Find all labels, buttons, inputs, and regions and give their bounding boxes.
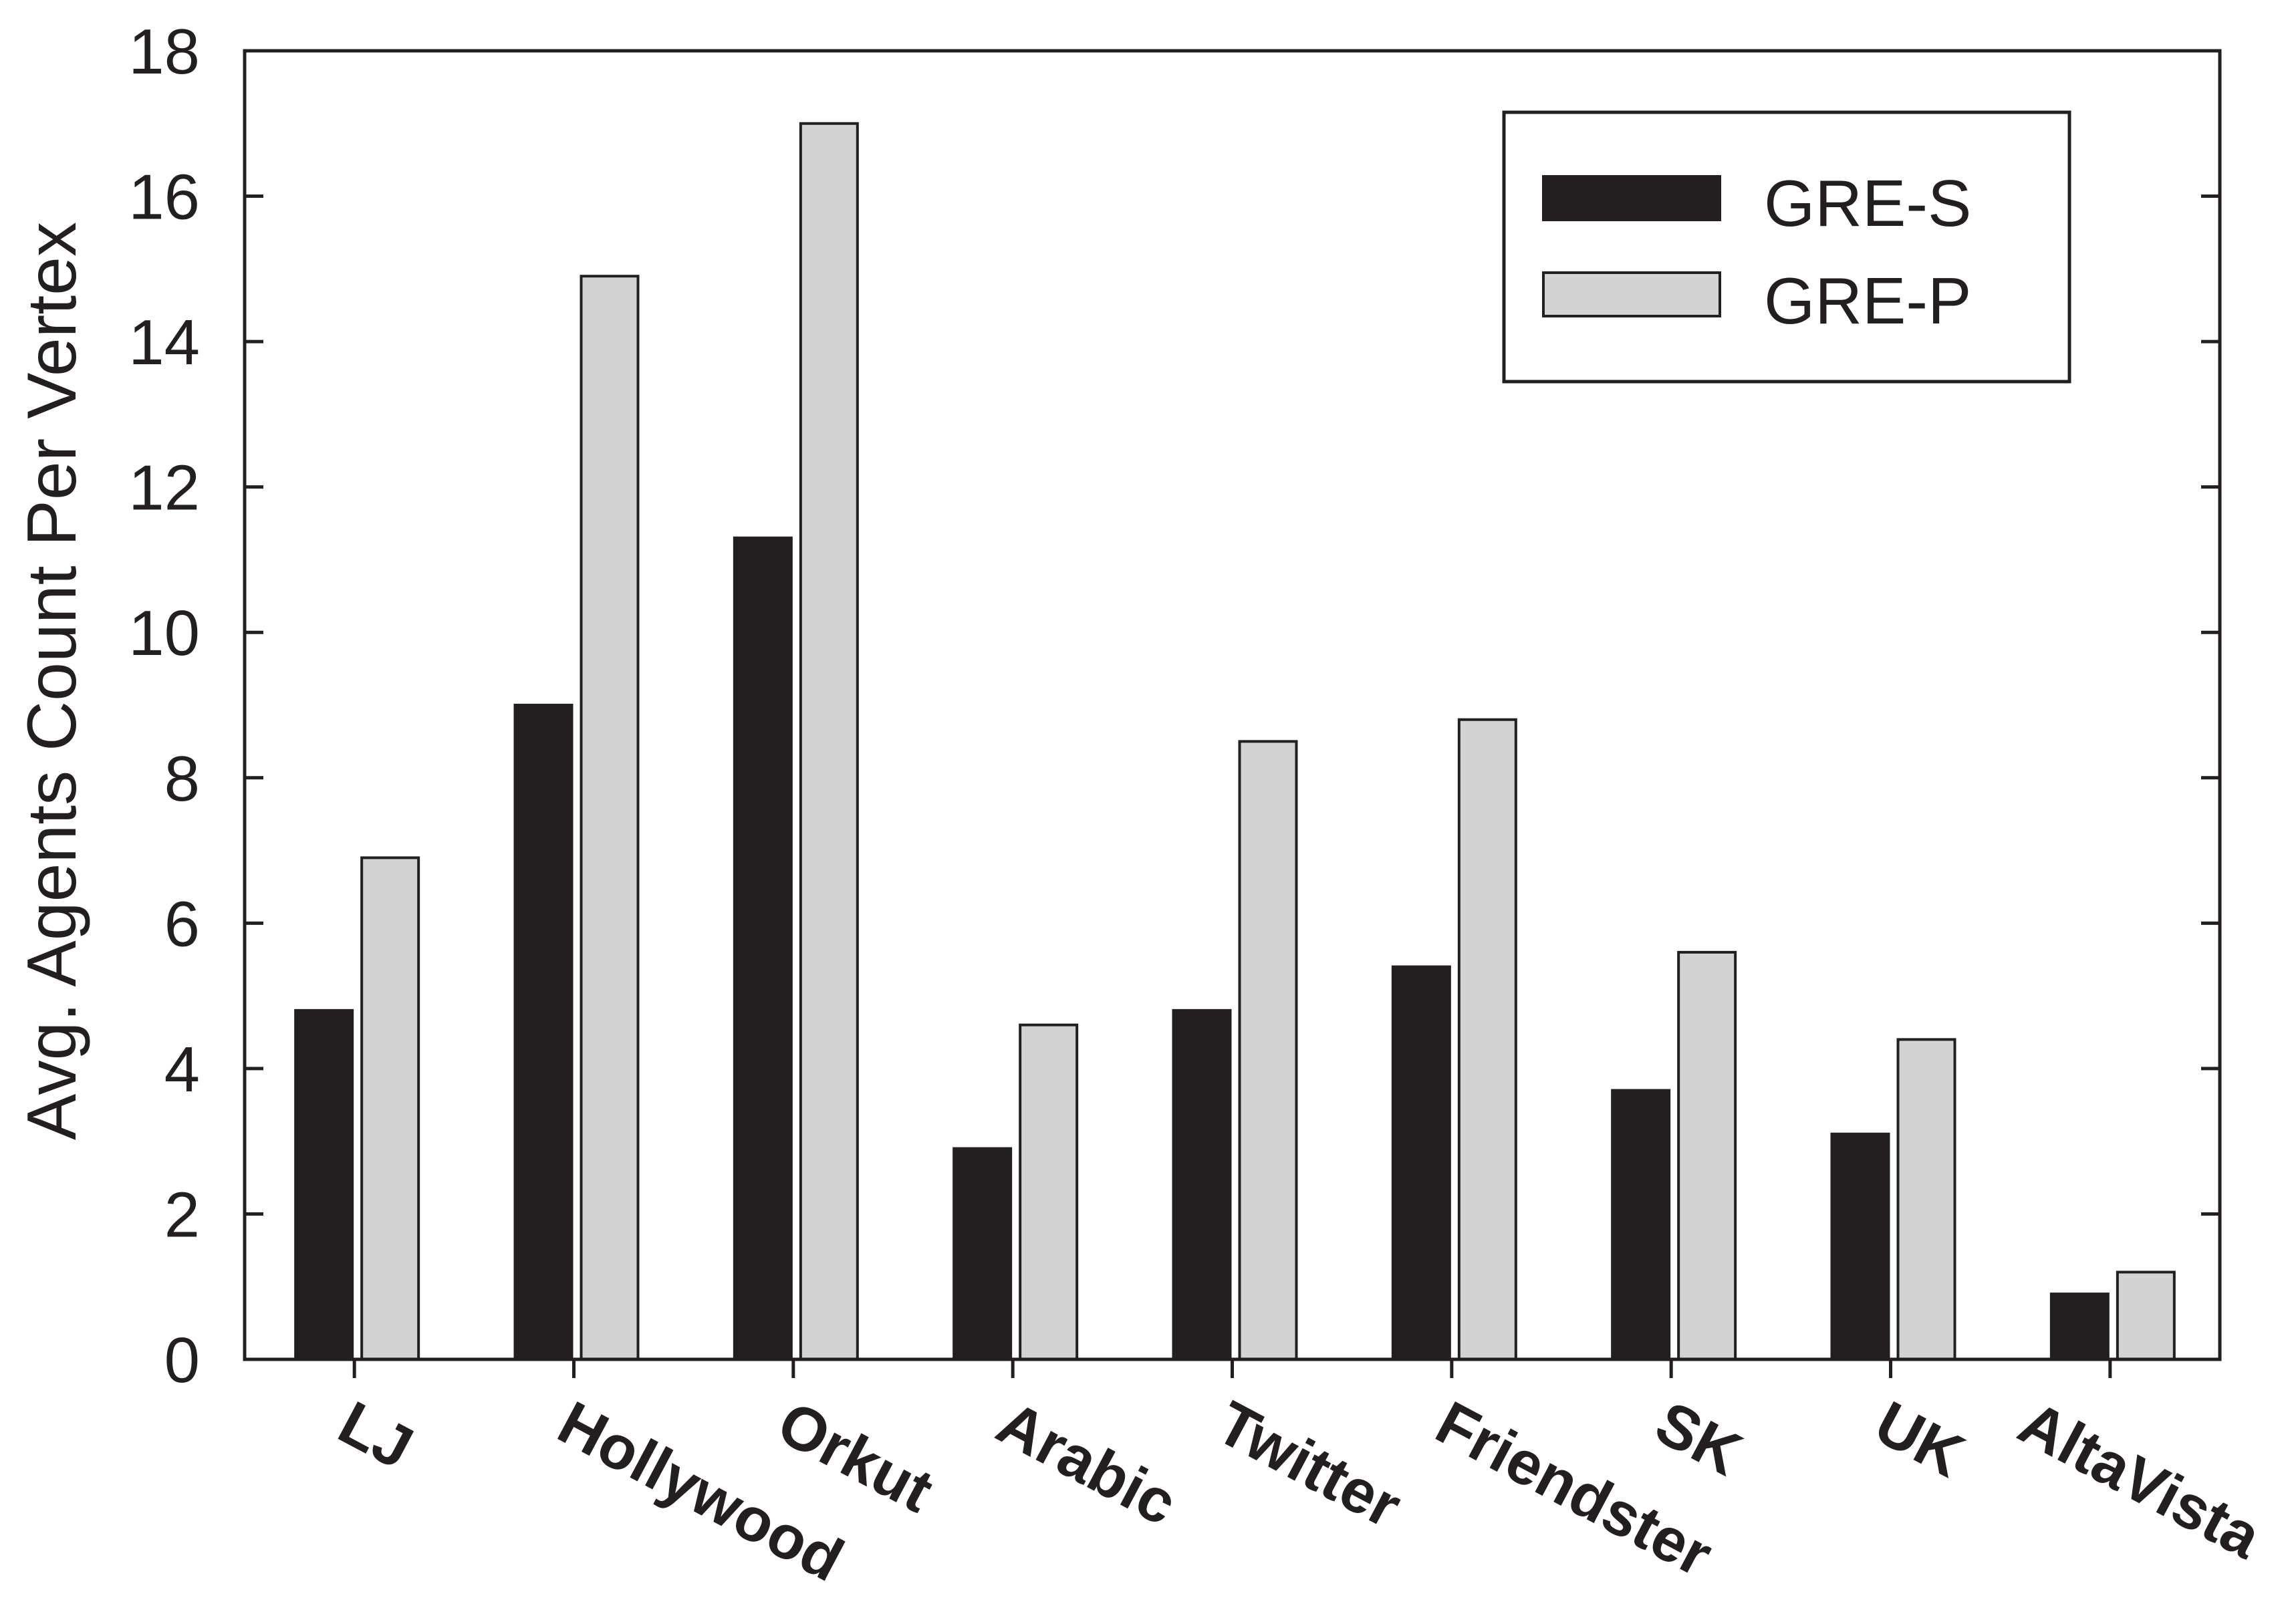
bar-gre-s-hollywood — [513, 704, 574, 1361]
bar-gre-s-lj — [294, 1008, 354, 1361]
legend-label-gre-p: GRE-P — [1764, 264, 1971, 337]
bar-gre-p-lj — [360, 856, 420, 1361]
bar-gre-s-orkut — [733, 536, 793, 1361]
bar-gre-p-sk — [1677, 950, 1737, 1361]
legend-swatch-gre-p — [1542, 271, 1721, 317]
bar-gre-s-arabic — [953, 1147, 1013, 1361]
bar-gre-s-altavista — [2049, 1293, 2110, 1361]
bar-gre-s-twitter — [1172, 1008, 1232, 1361]
y-tick-labels: 0 2 4 6 8 10 12 14 16 18 — [128, 16, 200, 1396]
y-tick-label-14: 14 — [128, 307, 200, 378]
y-tick-label-2: 2 — [164, 1179, 200, 1250]
y-axis-title: Avg. Agents Count Per Vertex — [13, 222, 91, 1140]
bar-gre-s-sk — [1611, 1089, 1671, 1361]
y-tick-label-0: 0 — [164, 1325, 200, 1396]
bar-gre-p-uk — [1896, 1038, 1956, 1361]
bar-gre-p-twitter — [1238, 740, 1298, 1361]
legend-swatch-gre-s — [1542, 175, 1721, 221]
bar-gre-p-altavista — [2116, 1270, 2176, 1361]
y-tick-label-12: 12 — [128, 452, 200, 524]
bar-gre-s-uk — [1830, 1132, 1890, 1361]
bar-gre-p-hollywood — [580, 275, 640, 1361]
legend-box — [1502, 110, 2071, 384]
bar-gre-s-friendster — [1391, 965, 1451, 1361]
y-tick-label-10: 10 — [128, 597, 200, 669]
bars-group — [294, 122, 2176, 1361]
bar-gre-p-arabic — [1019, 1023, 1079, 1361]
y-tick-label-6: 6 — [164, 888, 200, 960]
y-tick-label-18: 18 — [128, 16, 200, 88]
y-tick-label-8: 8 — [164, 743, 200, 815]
bar-gre-p-orkut — [799, 122, 859, 1361]
legend: GRE-S GRE-P — [1502, 110, 2071, 384]
legend-label-gre-s: GRE-S — [1764, 166, 1971, 240]
axis-ticks — [245, 49, 2220, 1378]
y-tick-label-4: 4 — [164, 1034, 200, 1105]
bar-gre-p-friendster — [1457, 718, 1517, 1361]
y-tick-label-16: 16 — [128, 162, 200, 233]
